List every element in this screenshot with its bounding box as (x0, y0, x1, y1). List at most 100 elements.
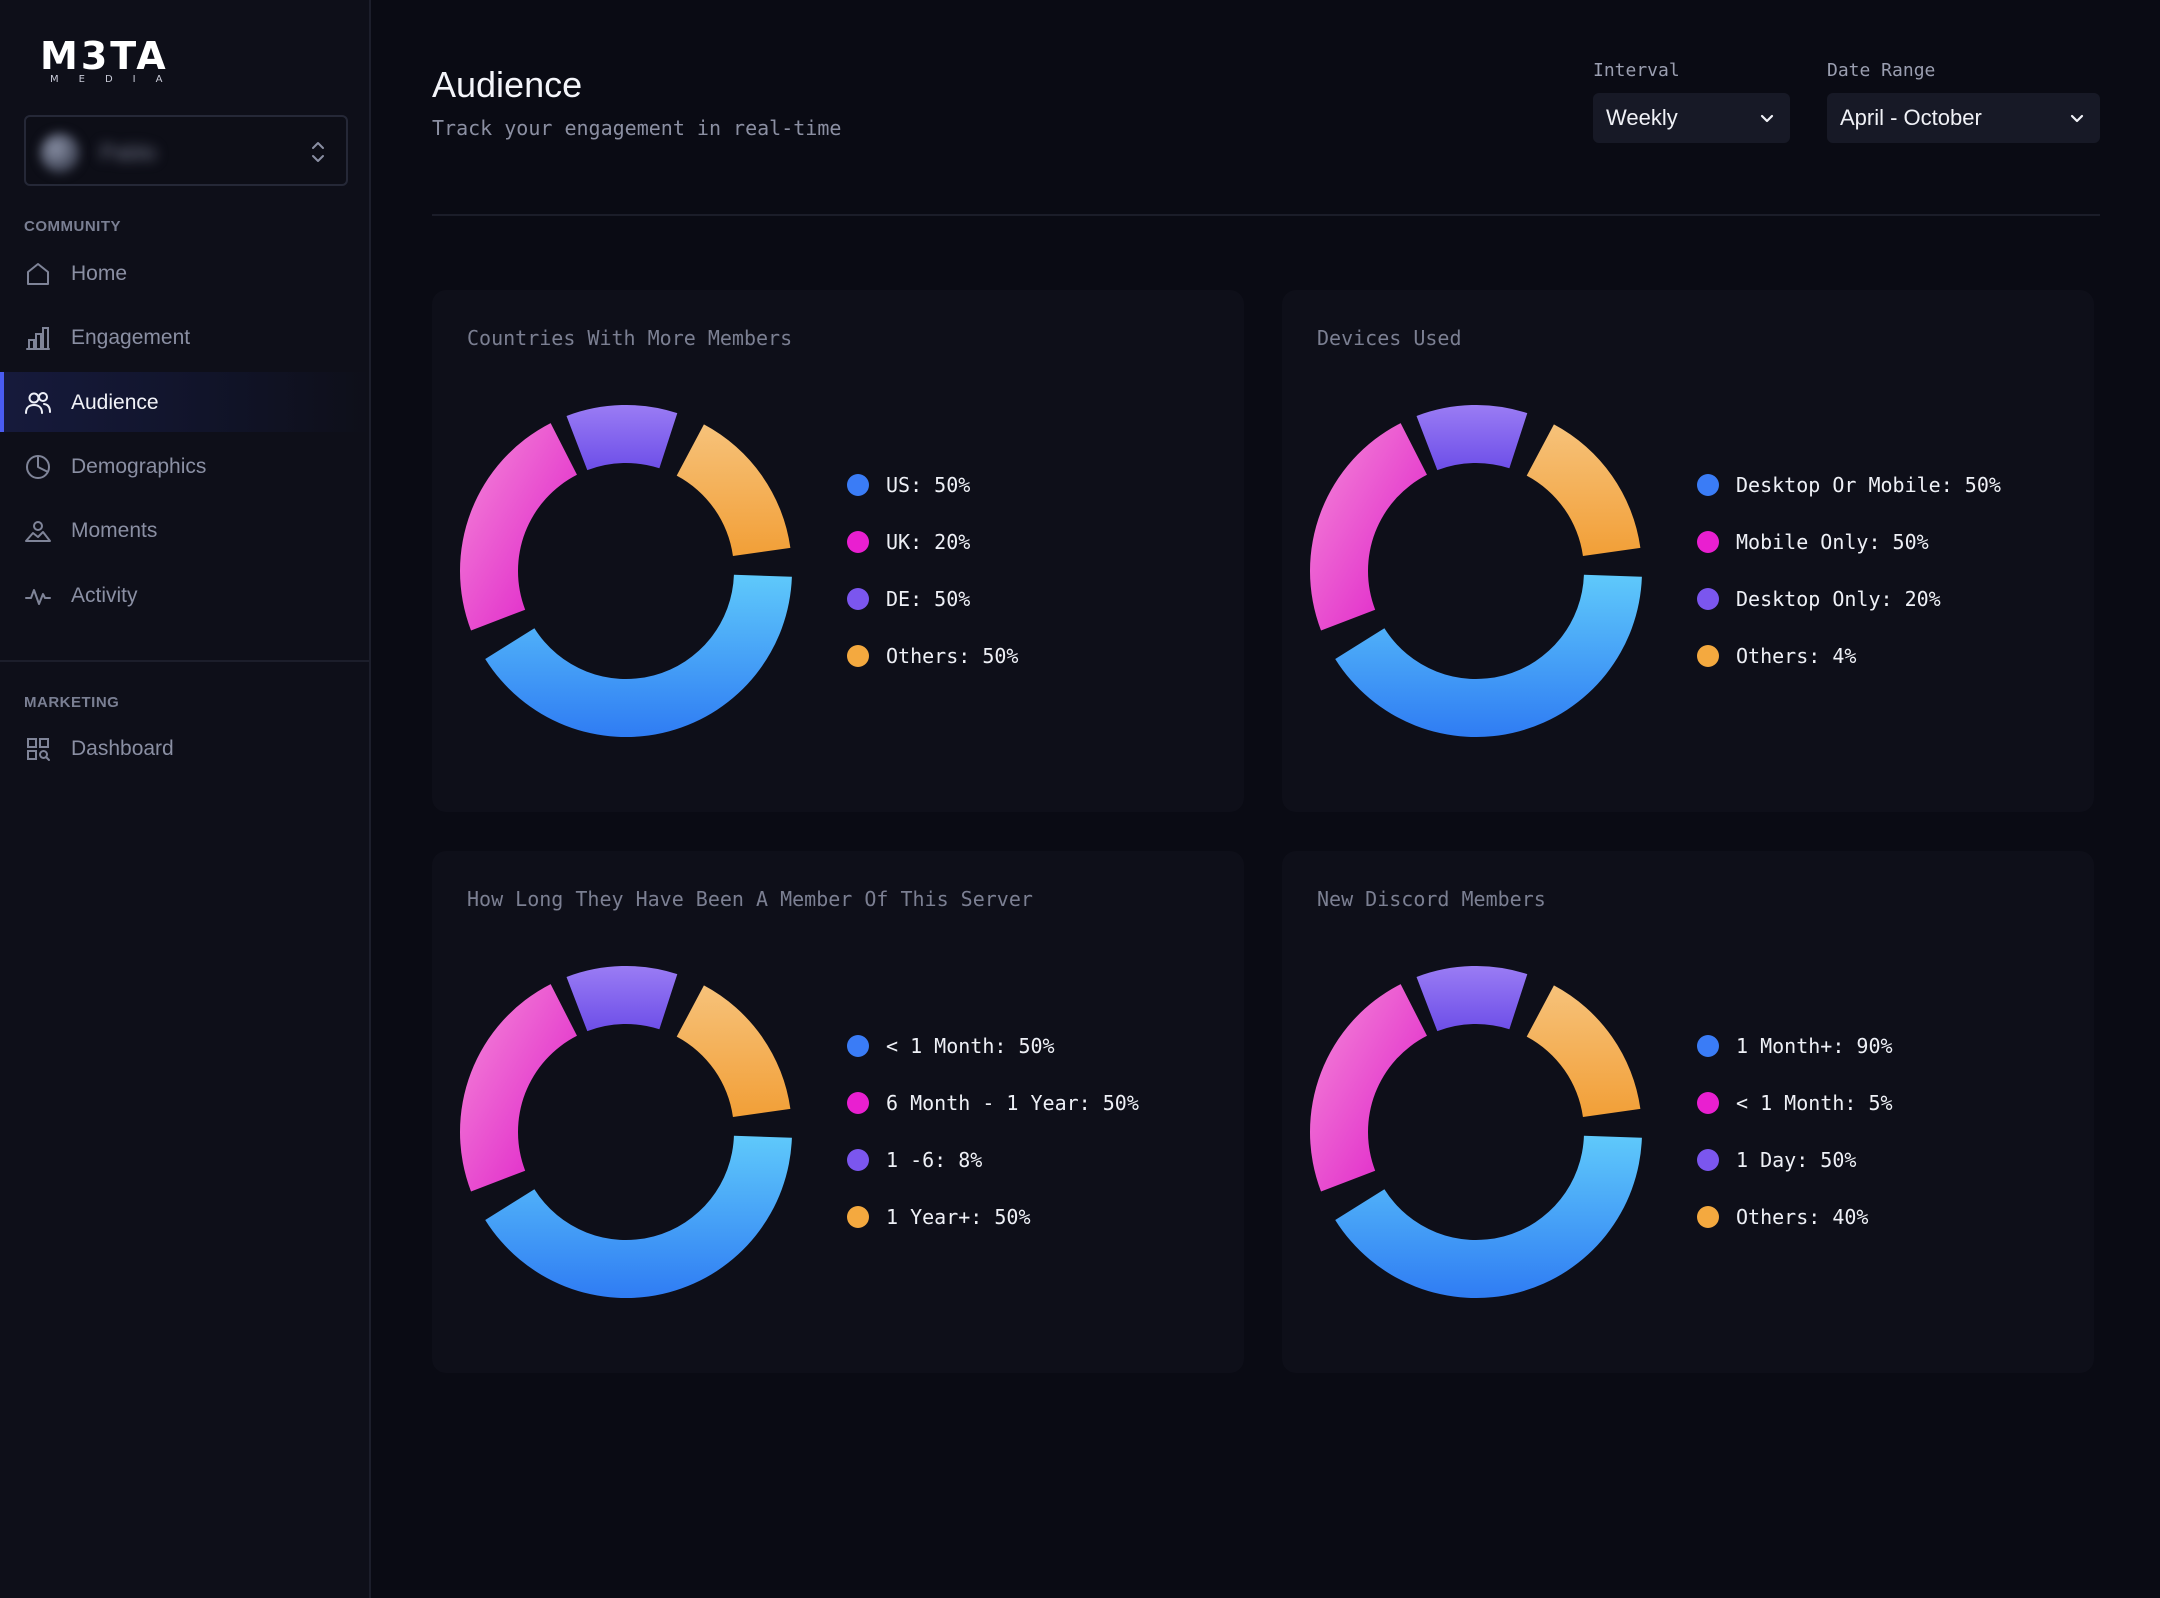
workspace-switcher[interactable]: Pablo (24, 115, 348, 186)
dashboard-icon (27, 738, 50, 761)
sidebar-item-label: Moments (71, 519, 158, 542)
sidebar-item-label: Demographics (71, 455, 207, 478)
activity-icon (25, 589, 51, 605)
chart-card-devices: Devices Used Desktop Or Mobile: 50% Mobile… (1282, 290, 2094, 812)
legend-swatch (1697, 531, 1719, 553)
legend-swatch (1697, 1035, 1719, 1057)
chevron-down-icon (1760, 114, 1774, 123)
legend-swatch (1697, 588, 1719, 610)
legend-swatch (1697, 1092, 1719, 1114)
legend-swatch (1697, 645, 1719, 667)
legend-label: US: 50% (886, 473, 971, 497)
sidebar-item-label: Engagement (71, 326, 191, 349)
date-range-label: Date Range (1827, 60, 1936, 81)
sidebar-item-dashboard[interactable]: Dashboard (0, 718, 369, 778)
legend-swatch (847, 588, 869, 610)
logo[interactable]: M3TA MEDIA (40, 34, 210, 85)
chart-title: Countries With More Members (467, 326, 793, 350)
sidebar-item-label: Dashboard (71, 737, 174, 760)
donut-slice-1-month (1310, 984, 1427, 1192)
users-icon (25, 392, 51, 414)
legend-label: Others: 4% (1736, 644, 1857, 668)
donut-slice-mobile-only (1310, 423, 1427, 631)
legend-swatch (847, 645, 869, 667)
legend-swatch (1697, 1149, 1719, 1171)
donut-slice-us (485, 574, 792, 737)
sidebar-item-home[interactable]: Home (0, 243, 369, 303)
date-range-value: April - October (1840, 105, 1982, 130)
sidebar-item-activity[interactable]: Activity (0, 565, 369, 625)
donut-chart (1310, 966, 1642, 1298)
donut-slice-1-day (1416, 966, 1528, 1032)
chart-title: How Long They Have Been A Member Of This… (467, 887, 1033, 911)
bar-chart-icon (26, 327, 50, 350)
page-subtitle: Track your engagement in real-time (432, 116, 842, 140)
donut-slice-others (1526, 424, 1641, 556)
donut-slice-de (566, 405, 678, 471)
legend-swatch (847, 474, 869, 496)
donut-slice-1-year (676, 985, 791, 1117)
sidebar-item-engagement[interactable]: Engagement (0, 307, 369, 367)
legend-label: < 1 Month: 50% (886, 1034, 1055, 1058)
sidebar-item-moments[interactable]: Moments (0, 500, 369, 560)
chart-title: New Discord Members (1317, 887, 1546, 911)
page-title: Audience (432, 64, 583, 105)
legend-label: < 1 Month: 5% (1736, 1091, 1893, 1115)
legend-swatch (847, 1035, 869, 1057)
chart-title: Devices Used (1317, 326, 1462, 350)
legend-label: Others: 50% (886, 644, 1019, 668)
chart-card-countries: Countries With More Members US: 50% UK: 20… (432, 290, 1244, 812)
section-label-marketing: MARKETING (24, 694, 120, 711)
legend-swatch (1697, 474, 1719, 496)
section-label-community: COMMUNITY (24, 218, 121, 235)
donut-slice-1-6 (566, 966, 678, 1032)
sidebar-item-demographics[interactable]: Demographics (0, 436, 369, 496)
interval-label: Interval (1593, 60, 1680, 81)
legend-label: 1 Year+: 50% (886, 1205, 1031, 1229)
sidebar-item-label: Home (71, 262, 128, 285)
sidebar: M3TA MEDIA Pablo COMMUNITY Home Engageme… (0, 0, 371, 1598)
legend-label: 1 -6: 8% (886, 1148, 983, 1172)
home-icon (27, 263, 49, 285)
interval-value: Weekly (1606, 105, 1678, 130)
legend-swatch (847, 531, 869, 553)
chart-card-new-members: New Discord Members 1 Month+: 90% < 1 Mont… (1282, 851, 2094, 1373)
donut-slice-1-month (1335, 1135, 1642, 1298)
sidebar-item-label: Activity (71, 584, 138, 607)
chart-card-membership-duration: How Long They Have Been A Member Of This… (432, 851, 1244, 1373)
donut-slice-uk (460, 423, 577, 631)
avatar (40, 133, 80, 173)
legend-swatch (847, 1149, 869, 1171)
legend-label: 1 Month+: 90% (1736, 1034, 1893, 1058)
moments-icon (25, 521, 51, 542)
logo-text: M3TA (40, 34, 169, 78)
legend-swatch (1697, 1206, 1719, 1228)
donut-slice-1-month (485, 1135, 792, 1298)
legend-swatch (847, 1092, 869, 1114)
donut-chart (460, 966, 792, 1298)
chevron-up-down-icon (312, 142, 324, 162)
sidebar-divider (0, 660, 369, 662)
legend-label: DE: 50% (886, 587, 971, 611)
workspace-name: Pablo (100, 140, 157, 165)
legend-label: UK: 20% (886, 530, 971, 554)
chevron-down-icon (2070, 114, 2084, 123)
legend-label: 6 Month - 1 Year: 50% (886, 1091, 1139, 1115)
pie-chart-icon (26, 455, 50, 479)
legend-label: Others: 40% (1736, 1205, 1869, 1229)
donut-slice-6-month-1-year (460, 984, 577, 1192)
logo-subtext: MEDIA (50, 74, 183, 85)
date-range-select[interactable]: April - October (1827, 93, 2100, 143)
sidebar-item-label: Audience (71, 391, 159, 414)
header-divider (432, 214, 2100, 216)
legend-label: Desktop Or Mobile: 50% (1736, 473, 2001, 497)
interval-select[interactable]: Weekly (1593, 93, 1790, 143)
legend-label: 1 Day: 50% (1736, 1148, 1857, 1172)
donut-slice-others (1526, 985, 1641, 1117)
donut-slice-desktop-only (1416, 405, 1528, 471)
donut-chart (460, 405, 792, 737)
legend-label: Mobile Only: 50% (1736, 530, 1929, 554)
sidebar-item-audience[interactable]: Audience (0, 372, 369, 432)
donut-slice-others (676, 424, 791, 556)
donut-slice-desktop-or-mobile (1335, 574, 1642, 737)
